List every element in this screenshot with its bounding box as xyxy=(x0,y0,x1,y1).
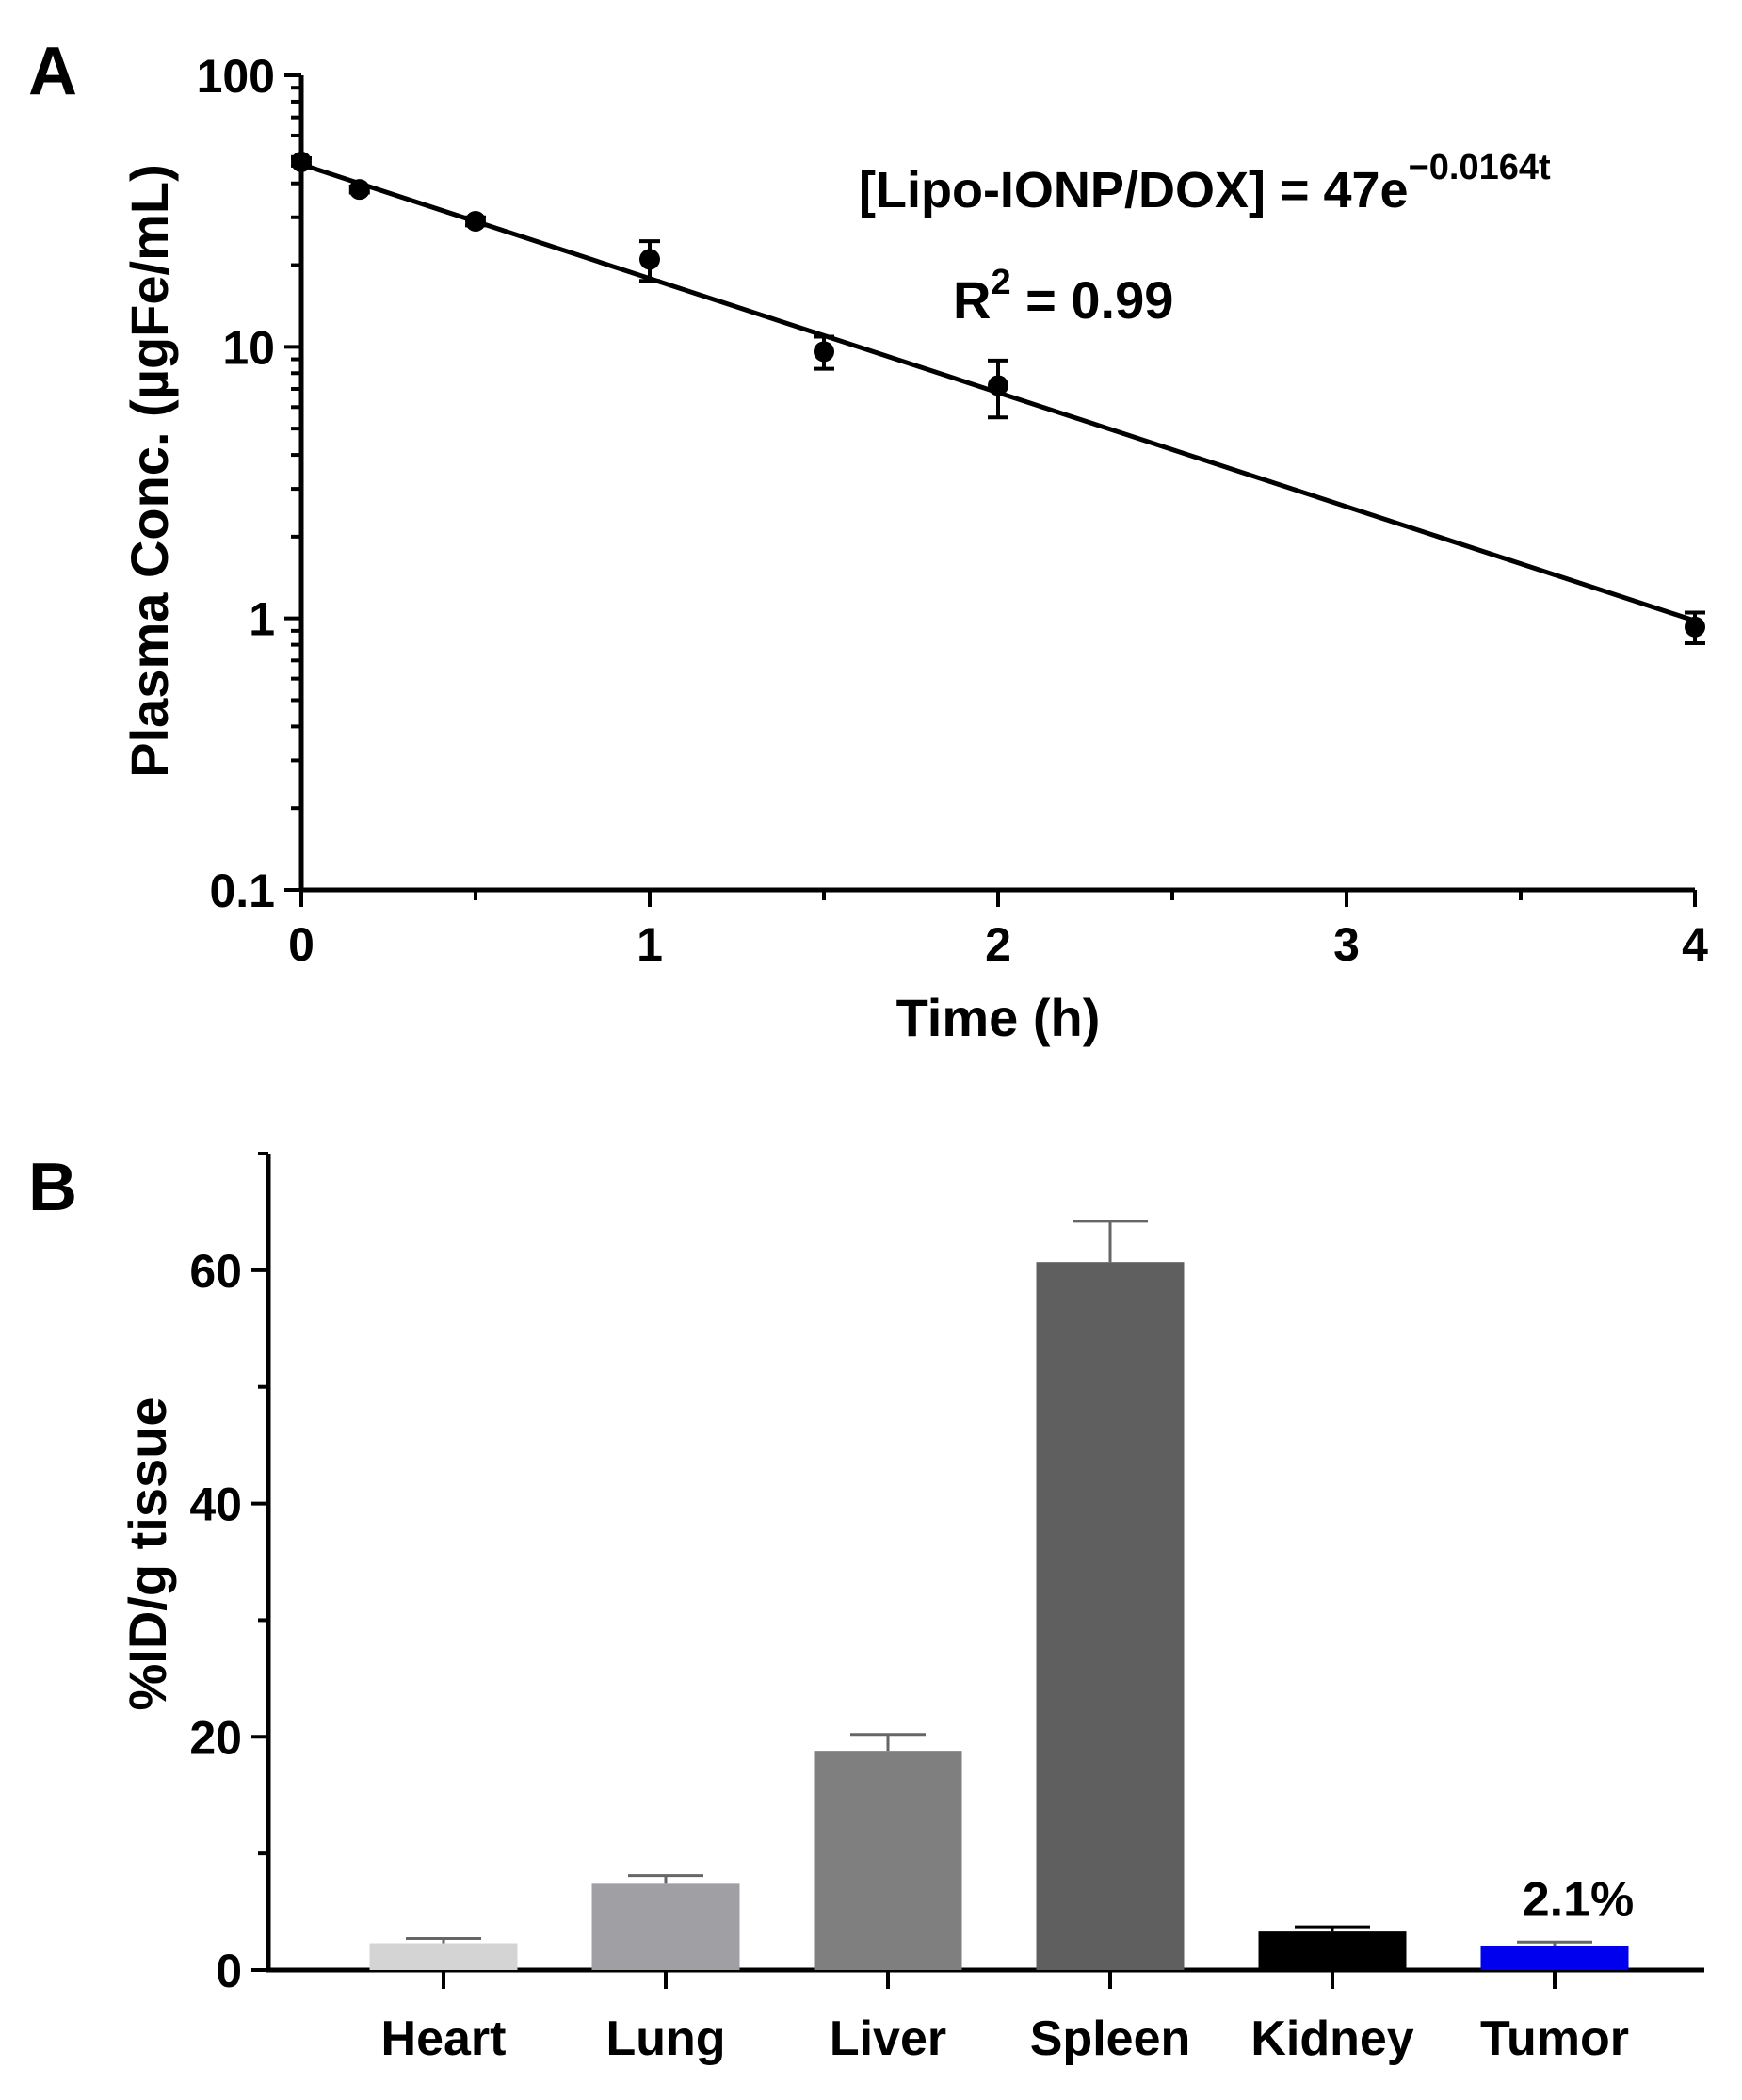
panel-a-x-tick-label: 0 xyxy=(288,918,315,971)
panel-b-x-tick-label: Heart xyxy=(381,2011,507,2066)
panel-a-x-axis-label: Time (h) xyxy=(896,988,1101,1047)
panel-a-y-tick-labels: 0.1 1 10 100 xyxy=(197,50,275,917)
panel-b-bar-spleen xyxy=(1036,1262,1185,1970)
panel-b-y-tick-label: 20 xyxy=(189,1711,242,1764)
panel-a-data-point xyxy=(814,341,834,363)
panel-a-data-points xyxy=(291,151,1705,646)
panel-a-x-tick-label: 2 xyxy=(985,918,1011,971)
panel-a-y-tick-label: 10 xyxy=(222,321,275,374)
panel-b-y-tick-label: 60 xyxy=(189,1245,242,1298)
panel-b-y-tick-label: 40 xyxy=(189,1478,242,1531)
panel-a-y-tick-label: 1 xyxy=(249,593,275,646)
panel-a-label: A xyxy=(28,34,77,109)
panel-b-label: B xyxy=(28,1150,77,1225)
panel-a-y-axis-label: Plasma Conc. (µgFe/mL) xyxy=(120,164,179,778)
panel-b-y-axis-label: %ID/g tissue xyxy=(118,1397,177,1711)
panel-b-bars xyxy=(369,1220,1629,1989)
panel-b-x-tick-label: Tumor xyxy=(1480,2011,1629,2066)
panel-a-y-tick-label: 0.1 xyxy=(209,864,275,917)
panel-a-data-point xyxy=(291,151,312,172)
panel-b-bar-liver xyxy=(814,1751,962,1970)
panel-b-y-tick-labels: 0 20 40 60 xyxy=(189,1245,242,1997)
panel-b-tumor-annotation: 2.1% xyxy=(1523,1872,1635,1927)
panel-a-x-tick-label: 1 xyxy=(637,918,663,971)
panel-a-y-tick-label: 100 xyxy=(197,50,275,103)
panel-b-x-tick-labels: Heart Lung Liver Spleen Kidney Tumor xyxy=(381,2011,1629,2066)
panel-b-x-tick-label: Lung xyxy=(605,2011,725,2066)
panel-a-data-point xyxy=(1685,616,1705,638)
panel-b-x-tick-label: Liver xyxy=(830,2011,946,2066)
panel-b-chart: B 0 20 40 60 Heart Lung Liver Spleen Kidney Tumo… xyxy=(28,1150,1704,2066)
panel-a-data-point xyxy=(348,179,370,201)
r2-value: = 0.99 xyxy=(1011,270,1174,330)
panel-b-x-tick-label: Kidney xyxy=(1250,2011,1413,2066)
panel-a-x-tick-label: 4 xyxy=(1682,918,1708,971)
panel-b-bar-kidney xyxy=(1258,1931,1407,1970)
panel-a-equation: [Lipo-IONP/DOX] = 47e−0.0164t xyxy=(859,148,1551,218)
r2-prefix: R xyxy=(953,270,991,330)
panel-a-data-point xyxy=(639,249,660,270)
panel-b-bar-tumor xyxy=(1480,1945,1629,1970)
panel-b-axes xyxy=(251,1152,1704,1973)
panel-a-data-point xyxy=(988,375,1008,396)
panel-a-x-tick-label: 3 xyxy=(1333,918,1360,971)
panel-a-chart: A 0.1 1 10 100 0 1 2 3 4 Time (h) Plasma Conc. … xyxy=(28,34,1708,1047)
panel-b-y-tick-label: 0 xyxy=(216,1945,242,1997)
panel-a-data-point xyxy=(465,211,486,233)
equation-exponent: −0.0164t xyxy=(1409,148,1551,187)
panel-a-x-tick-labels: 0 1 2 3 4 xyxy=(288,918,1708,971)
panel-b-bar-lung xyxy=(591,1883,740,1970)
panel-b-x-tick-label: Spleen xyxy=(1030,2011,1191,2066)
equation-base: [Lipo-IONP/DOX] = 47e xyxy=(859,162,1409,218)
r2-superscript: 2 xyxy=(991,263,1010,302)
panel-a-axes xyxy=(284,73,1697,907)
panel-b-bar-heart xyxy=(369,1943,518,1970)
panel-a-r-squared: R2 = 0.99 xyxy=(953,263,1173,330)
